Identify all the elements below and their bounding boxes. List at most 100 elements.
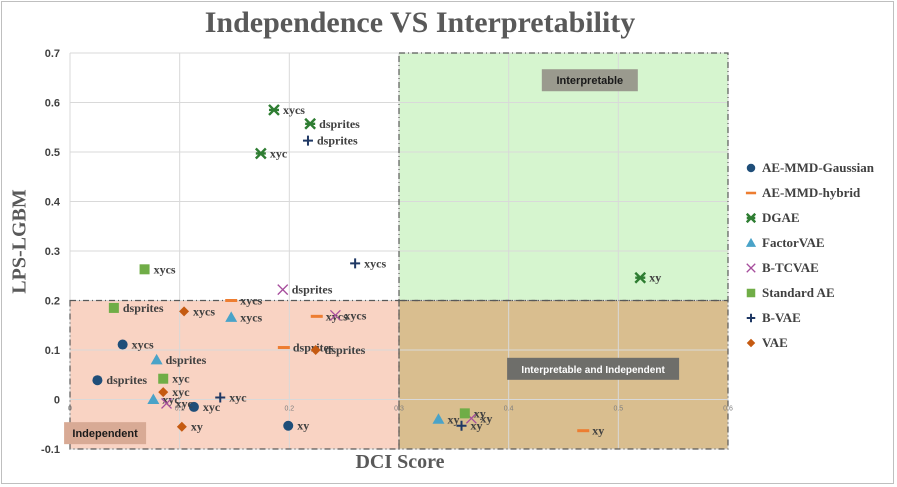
legend-item-vae: VAE — [744, 330, 894, 355]
series-dgae: xycs dsprites xyc xy — [254, 103, 661, 285]
data-label: xyc — [229, 391, 247, 405]
data-label: xycs — [364, 256, 386, 270]
marker-square — [158, 373, 169, 384]
marker-circle — [283, 420, 294, 431]
region-label-text: Interpretable — [556, 75, 623, 87]
marker-diamond — [176, 421, 187, 432]
data-label: xy — [297, 419, 309, 433]
xstar-icon — [745, 212, 757, 223]
marker-dash — [225, 299, 238, 302]
y-tick-label: 0.4 — [45, 197, 61, 209]
region-label-box — [64, 422, 147, 445]
y-tick-label: 0.1 — [45, 345, 60, 357]
data-label: dsprites — [106, 373, 147, 387]
data-point-vae: xy — [176, 420, 203, 434]
marker-triangle — [150, 353, 163, 365]
data-point-factorvae: dsprites — [150, 353, 207, 367]
legend-item-factorvae: FactorVAE — [744, 230, 894, 255]
data-label: xy — [471, 419, 483, 433]
data-label: xy — [191, 420, 203, 434]
data-point-standard-ae: xycs — [139, 262, 176, 276]
data-label: xyc — [203, 400, 221, 414]
data-point-vae: xyc — [158, 385, 190, 399]
marker-xstar — [304, 117, 317, 130]
marker-x — [161, 398, 172, 409]
data-label: xycs — [283, 103, 305, 117]
region-label-text: Independent — [72, 428, 138, 440]
data-label: xy — [649, 271, 661, 285]
marker-circle — [188, 401, 199, 412]
data-point-dgae: xyc — [254, 146, 288, 160]
data-point-ae-mmd-gaussian: xyc — [188, 400, 221, 414]
data-point-dgae: xycs — [268, 103, 305, 117]
data-label: xycs — [240, 294, 262, 308]
data-point-ae-mmd-gaussian: xy — [283, 419, 309, 433]
marker-dash — [745, 191, 757, 194]
legend-item-dgae: DGAE — [744, 205, 894, 230]
circle-icon — [746, 163, 756, 172]
y-tick-label: 0.3 — [45, 246, 60, 258]
data-label: xy — [447, 412, 459, 426]
marker-diamond — [179, 306, 190, 317]
legend-label: Standard AE — [762, 284, 835, 300]
region-border — [69, 299, 400, 450]
marker-xstar — [268, 104, 280, 116]
data-label: dsprites — [166, 353, 207, 367]
data-label: xycs — [193, 304, 215, 318]
data-label: xy — [474, 406, 486, 420]
region-label-text: Interpretable and Independent — [521, 365, 665, 376]
data-point-factorvae: xy — [432, 412, 459, 426]
legend-item-b-vae: B-VAE — [744, 305, 894, 330]
y-tick-label: 0.7 — [45, 48, 60, 60]
series-b-tcvae: dsprites xycs xyc xy — [161, 283, 492, 425]
data-label: dsprites — [319, 117, 360, 131]
plus-icon — [746, 313, 756, 322]
data-label: xyc — [270, 146, 288, 160]
marker-square — [746, 288, 756, 297]
data-point-standard-ae: xy — [459, 406, 486, 420]
marker-diamond — [310, 345, 321, 355]
data-point-ae-mmd-gaussian: xycs — [117, 338, 154, 352]
diamond-icon — [746, 338, 756, 347]
chart-title: Independence VS Interpretability — [204, 6, 636, 39]
y-tick-label: 0 — [54, 395, 60, 407]
data-point-b-tcvae: dsprites — [277, 283, 333, 297]
data-label: dsprites — [292, 283, 333, 297]
y-tick-label: 0.2 — [45, 296, 60, 308]
marker-diamond — [746, 338, 756, 347]
marker-triangle — [147, 393, 160, 404]
marker-circle — [92, 375, 103, 386]
label-independent: Independent — [64, 422, 147, 445]
marker-triangle — [432, 413, 445, 424]
marker-square — [459, 408, 470, 419]
x-tick-label: 0 — [68, 406, 72, 413]
legend-item-ae-mmd-hybrid: AE-MMD-hybrid — [744, 180, 894, 205]
series-standard-ae: xycs dsprites xyc xy — [108, 262, 486, 420]
data-label: xycs — [240, 310, 262, 324]
marker-plus — [350, 258, 361, 269]
x-tick-label: 0.3 — [394, 406, 404, 413]
data-point-ae-mmd-hybrid: xy — [577, 424, 604, 438]
data-point-standard-ae: xyc — [158, 372, 190, 386]
data-point-vae: xycs — [179, 304, 215, 318]
x-tick-label: 0.5 — [613, 406, 623, 413]
label-interpretable-and-independent: Interpretable and Independent — [507, 357, 680, 380]
data-point-dgae: dsprites — [304, 117, 360, 131]
x-tick-label: 0.2 — [284, 406, 294, 413]
x-tick-label: 0.6 — [723, 406, 733, 413]
data-label: xyc — [176, 396, 194, 410]
data-label: xycs — [344, 308, 366, 322]
data-point-dgae: xy — [634, 271, 661, 285]
legend-item-b-tcvae: B-TCVAE — [744, 255, 894, 280]
marker-circle — [117, 339, 128, 350]
data-label: dsprites — [325, 343, 366, 357]
data-point-factorvae: xycs — [225, 310, 263, 324]
region-interpretable — [399, 53, 728, 301]
data-label: xycs — [154, 262, 176, 276]
marker-square — [108, 302, 119, 313]
y-axis-title: LPS-LGBM — [8, 189, 31, 294]
